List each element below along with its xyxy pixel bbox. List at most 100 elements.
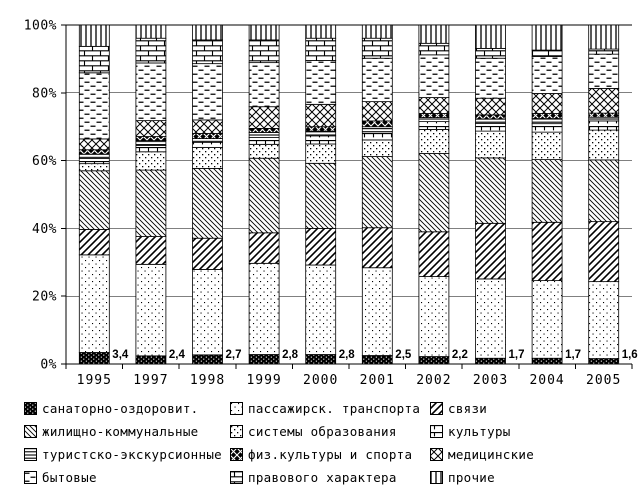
bar-segment — [135, 24, 167, 39]
legend-item: связи — [430, 399, 638, 417]
bar-segment — [192, 119, 223, 134]
bar-segment — [135, 120, 167, 137]
bar-segment — [361, 227, 393, 269]
bar-segment — [531, 280, 563, 359]
data-label: 1,6 — [622, 349, 638, 361]
legend-label: системы образования — [248, 423, 397, 439]
legend-item: санаторно-оздоровит. — [24, 399, 230, 417]
bar-segment — [78, 352, 110, 365]
bar-segment — [588, 358, 620, 365]
bar-segment — [475, 157, 506, 224]
bar-segment — [248, 143, 280, 159]
bar-segment — [361, 139, 393, 157]
legend-item: системы образования — [230, 422, 430, 440]
bar-segment — [248, 24, 280, 41]
bar-segment — [305, 60, 337, 105]
bar-segment — [475, 222, 506, 280]
bar-segment — [588, 112, 620, 118]
x-tick-label: 1995 — [77, 373, 112, 388]
bar-segment — [192, 63, 223, 121]
bar-segment — [248, 39, 280, 64]
legend-label: бытовые — [42, 469, 97, 485]
bar-segment — [418, 121, 450, 130]
data-label: 2,8 — [339, 349, 356, 361]
bar-segment — [248, 157, 280, 234]
legend-label: культуры — [448, 423, 511, 439]
bar-segment — [418, 24, 450, 44]
bar-segment — [475, 122, 506, 132]
bar-segment — [135, 140, 167, 146]
bar-segment — [305, 135, 337, 145]
bar-segment — [588, 24, 620, 50]
bar-segment — [361, 24, 393, 39]
x-tick-label: 2005 — [586, 373, 621, 388]
x-tick-label: 2002 — [416, 373, 451, 388]
bar-segment — [192, 138, 223, 143]
bar-segment — [78, 138, 110, 151]
bar-segment — [588, 48, 620, 55]
bar-segment — [78, 254, 110, 353]
bar-segment — [418, 153, 450, 233]
bar-segment — [135, 62, 167, 121]
bar-segment — [248, 106, 280, 129]
bar-segment — [78, 170, 110, 230]
bar-segment — [361, 156, 393, 229]
bar-segment — [418, 276, 450, 357]
bar-segment — [135, 144, 167, 153]
bar-segment — [475, 97, 506, 116]
bar-segment — [588, 129, 620, 161]
legend-swatch-icon — [24, 424, 37, 438]
bar-segment — [531, 93, 563, 114]
bar-segment — [78, 229, 110, 256]
bar-segment — [531, 131, 563, 160]
legend-label: санаторно-оздоровит. — [42, 400, 199, 416]
bar-segment — [192, 141, 223, 148]
bar-segment — [475, 57, 506, 99]
data-label: 1,7 — [565, 349, 581, 361]
x-tick-label: 1999 — [246, 373, 281, 388]
legend-label: медицинские — [448, 446, 535, 462]
bar-segment — [135, 151, 167, 171]
legend-swatch-icon — [430, 447, 443, 461]
bar-segment — [78, 24, 110, 47]
bar-segment — [588, 116, 620, 122]
chart-legend: санаторно-оздоровит. пассажирск. транспор… — [0, 399, 638, 486]
bar-segment — [531, 113, 563, 119]
bar-segment — [192, 146, 223, 169]
bar-segment — [418, 54, 450, 98]
bar-segment — [78, 163, 110, 172]
bar-segment — [78, 153, 110, 159]
bar-segment — [192, 269, 223, 356]
bar-segment — [135, 136, 167, 141]
bar-segment — [361, 101, 393, 122]
x-tick-label: 2000 — [303, 373, 338, 388]
bar-segment — [475, 24, 506, 49]
legend-label: физ.культуры и спорта — [248, 446, 413, 462]
bar-segment — [588, 159, 620, 223]
legend-item: пассажирск. транспорта — [230, 399, 430, 417]
bar-segment — [531, 56, 563, 94]
bar-segment — [305, 24, 337, 39]
legend-label: прочие — [448, 469, 495, 485]
bar-segment — [361, 267, 393, 356]
bar-segment — [531, 123, 563, 133]
y-tick-label: 0% — [40, 358, 57, 373]
bar-segment — [588, 221, 620, 283]
bar-segment — [418, 42, 450, 56]
data-label: 1,7 — [509, 349, 525, 361]
bar-segment — [78, 149, 110, 155]
legend-swatch-icon — [24, 401, 37, 415]
data-label: 2,2 — [452, 349, 468, 361]
x-tick-label: 2003 — [473, 373, 508, 388]
legend-label: жилищно-коммунальные — [42, 423, 199, 439]
bar-segment — [531, 221, 563, 282]
bar-segment — [475, 278, 506, 359]
data-label: 3,4 — [112, 349, 129, 361]
bar-segment — [305, 103, 337, 128]
bar-segment — [192, 354, 223, 365]
bar-segment — [418, 129, 450, 154]
bar-segment — [531, 357, 563, 365]
legend-swatch-icon — [230, 401, 243, 415]
y-tick-label: 20% — [32, 290, 57, 305]
